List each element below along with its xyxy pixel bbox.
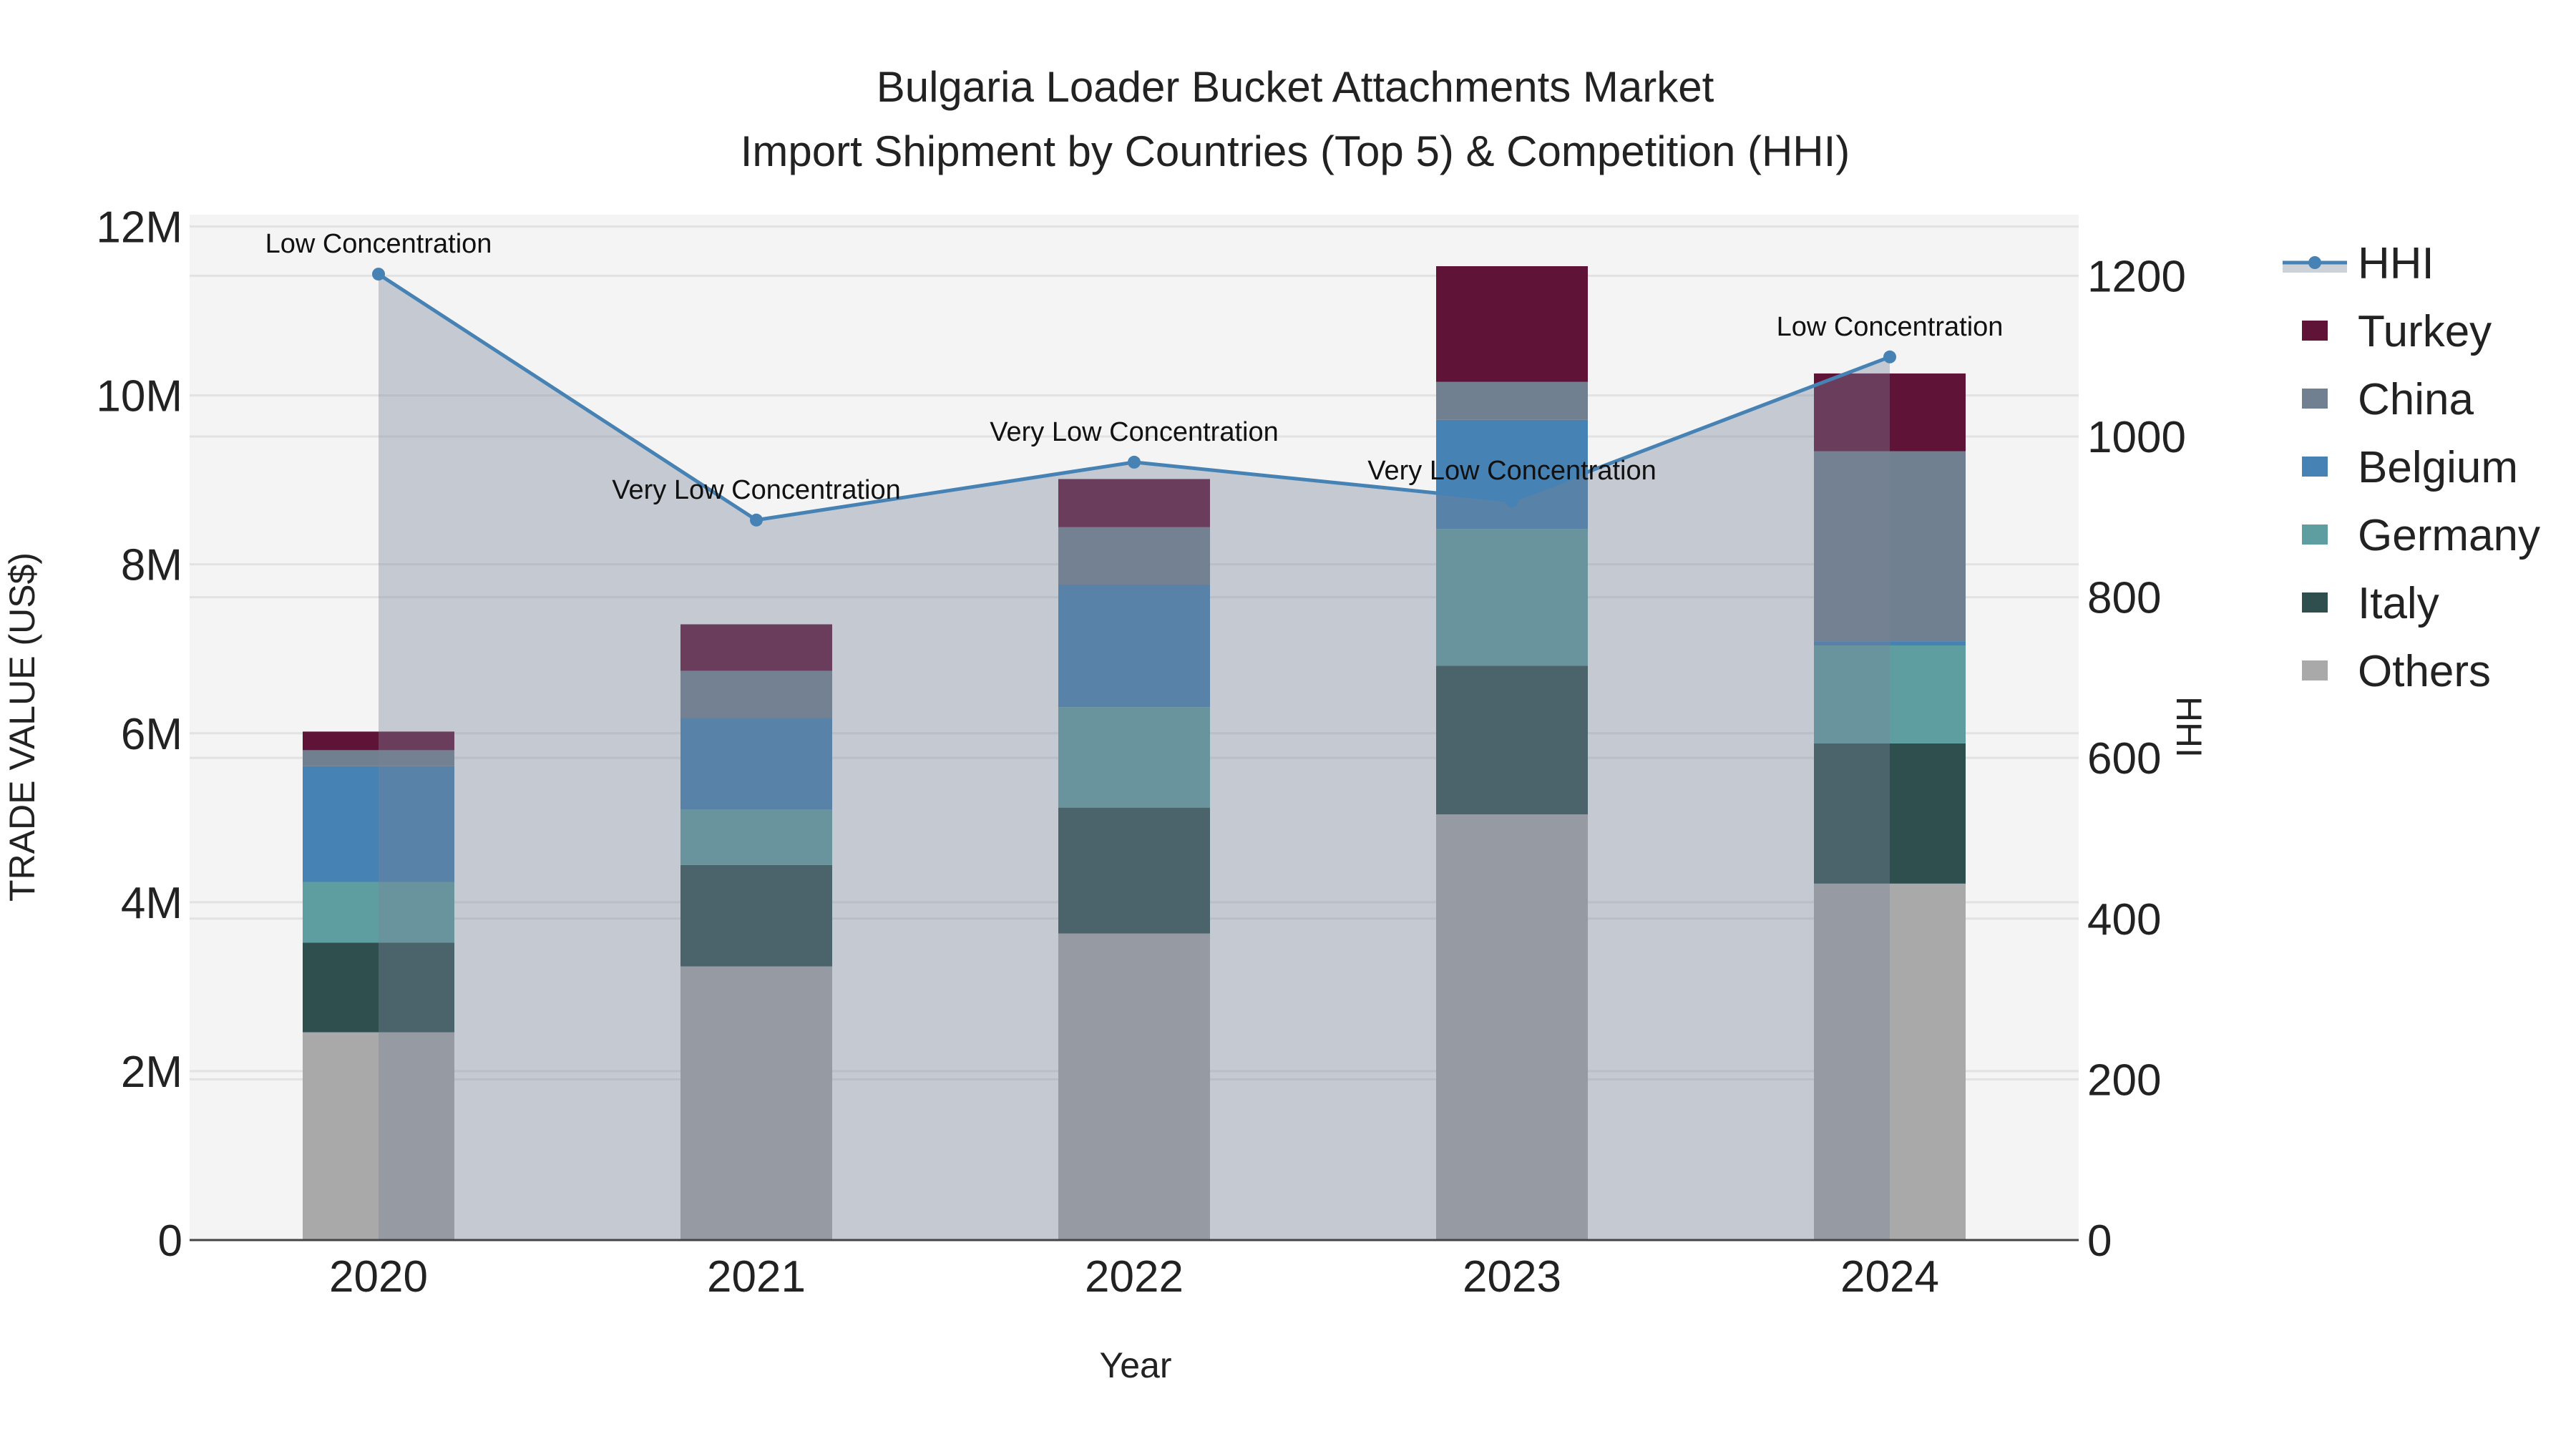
bar-belgium-2021: [680, 718, 832, 809]
bar-belgium-2024: [1814, 641, 1966, 646]
hhi-annotation: Very Low Concentration: [612, 475, 900, 505]
legend-item-italy[interactable]: Italy: [2302, 579, 2439, 628]
bar-china-2021: [680, 670, 832, 718]
legend-swatch-icon: [2302, 660, 2328, 680]
bar-italy-2020: [303, 942, 454, 1033]
y-tick-label: 2M: [121, 1048, 182, 1097]
x-tick-label: 2024: [1840, 1252, 1939, 1302]
y2-tick-label: 0: [2087, 1216, 2112, 1266]
hhi-annotation: Low Concentration: [1777, 312, 2004, 342]
bar-italy-2023: [1436, 665, 1588, 815]
chart-title-line1: Bulgaria Loader Bucket Attachments Marke…: [877, 63, 1714, 111]
legend-label: Germany: [2358, 511, 2540, 560]
bars: [303, 266, 1966, 1240]
bar-germany-2022: [1058, 707, 1210, 808]
bar-turkey-2024: [1814, 373, 1966, 452]
legend-label: Others: [2358, 647, 2491, 696]
bar-turkey-2022: [1058, 479, 1210, 527]
y-axis-ticks: 0 2M 4M 6M 8M 10M 12M: [96, 203, 182, 1266]
y2-axis-ticks: 0 200 400 600 800 1000 1200: [2087, 252, 2186, 1266]
x-axis-ticks: 2020 2021 2022 2023 2024: [329, 1252, 1939, 1302]
x-tick-label: 2023: [1463, 1252, 1561, 1302]
hhi-area-fill: [379, 274, 1890, 1241]
hhi-annotation: Very Low Concentration: [990, 417, 1278, 447]
y2-axis-title: HHI: [2169, 696, 2209, 758]
hhi-annotations: Low Concentration Very Low Concentration V…: [265, 229, 2004, 505]
legend-label: China: [2358, 375, 2474, 424]
hhi-line: [372, 268, 1896, 527]
hhi-annotation: Very Low Concentration: [1367, 456, 1656, 486]
legend-label: Belgium: [2358, 443, 2518, 492]
hhi-area: [379, 274, 1890, 1241]
legend-item-turkey[interactable]: Turkey: [2302, 307, 2492, 356]
bar-italy-2021: [680, 864, 832, 967]
bar-china-2022: [1058, 527, 1210, 585]
bar-belgium-2022: [1058, 585, 1210, 708]
y-tick-label: 12M: [96, 203, 182, 253]
bar-turkey-2020: [303, 731, 454, 751]
y2-tick-label: 600: [2087, 734, 2161, 784]
legend-label: Italy: [2358, 579, 2439, 628]
x-tick-label: 2020: [329, 1252, 428, 1302]
bar-germany-2021: [680, 809, 832, 865]
y-tick-label: 6M: [121, 710, 182, 759]
bar-others-2024: [1814, 883, 1966, 1240]
bar-turkey-2023: [1436, 266, 1588, 382]
bar-belgium-2020: [303, 766, 454, 882]
bar-others-2023: [1436, 814, 1588, 1240]
bar-germany-2020: [303, 882, 454, 943]
legend-item-hhi[interactable]: HHI: [2283, 239, 2434, 288]
bar-belgium-2023: [1436, 419, 1588, 530]
legend-label: Turkey: [2358, 307, 2492, 356]
legend-item-china[interactable]: China: [2302, 375, 2474, 424]
hhi-point-2021: [750, 513, 763, 527]
bar-italy-2022: [1058, 807, 1210, 934]
y2-tick-label: 1000: [2087, 413, 2186, 462]
hhi-point-2023: [1506, 494, 1518, 507]
legend-swatch-icon: [2302, 321, 2328, 341]
legend-swatch-icon: [2302, 592, 2328, 613]
y2-tick-label: 1200: [2087, 252, 2186, 301]
y2-tick-label: 400: [2087, 895, 2161, 945]
hhi-point-2022: [1128, 455, 1141, 469]
bar-china-2023: [1436, 381, 1588, 420]
bar-others-2022: [1058, 933, 1210, 1240]
bar-germany-2024: [1814, 645, 1966, 743]
y-axis-title: TRADE VALUE (US$): [2, 552, 42, 902]
x-axis-title: Year: [1099, 1345, 1171, 1385]
y-tick-label: 8M: [121, 541, 182, 590]
hhi-point-2020: [372, 268, 385, 281]
bar-germany-2023: [1436, 529, 1588, 666]
legend-item-others[interactable]: Others: [2302, 647, 2491, 696]
bar-china-2020: [303, 750, 454, 766]
bar-italy-2024: [1814, 743, 1966, 884]
legend-swatch-icon: [2302, 525, 2328, 545]
chart-title-line2: Import Shipment by Countries (Top 5) & C…: [741, 127, 1850, 175]
bar-turkey-2021: [680, 624, 832, 671]
legend-swatch-icon: [2302, 389, 2328, 409]
y2-tick-label: 800: [2087, 574, 2161, 623]
legend-item-germany[interactable]: Germany: [2302, 511, 2540, 560]
legend-item-belgium[interactable]: Belgium: [2302, 443, 2518, 492]
hhi-legend-marker-icon: [2308, 256, 2321, 269]
legend-label: HHI: [2358, 239, 2434, 288]
y-tick-label: 0: [158, 1216, 182, 1266]
hhi-annotation: Low Concentration: [265, 229, 492, 259]
legend: HHI Turkey China Belgium Germany Italy Others: [2283, 239, 2540, 696]
bar-others-2020: [303, 1032, 454, 1240]
x-tick-label: 2022: [1085, 1252, 1184, 1302]
legend-swatch-icon: [2302, 457, 2328, 477]
y2-tick-label: 200: [2087, 1055, 2161, 1105]
y-tick-label: 10M: [96, 372, 182, 421]
x-tick-label: 2021: [707, 1252, 806, 1302]
y-tick-label: 4M: [121, 879, 182, 928]
hhi-point-2024: [1883, 350, 1896, 364]
bar-others-2021: [680, 966, 832, 1240]
bar-china-2024: [1814, 451, 1966, 642]
